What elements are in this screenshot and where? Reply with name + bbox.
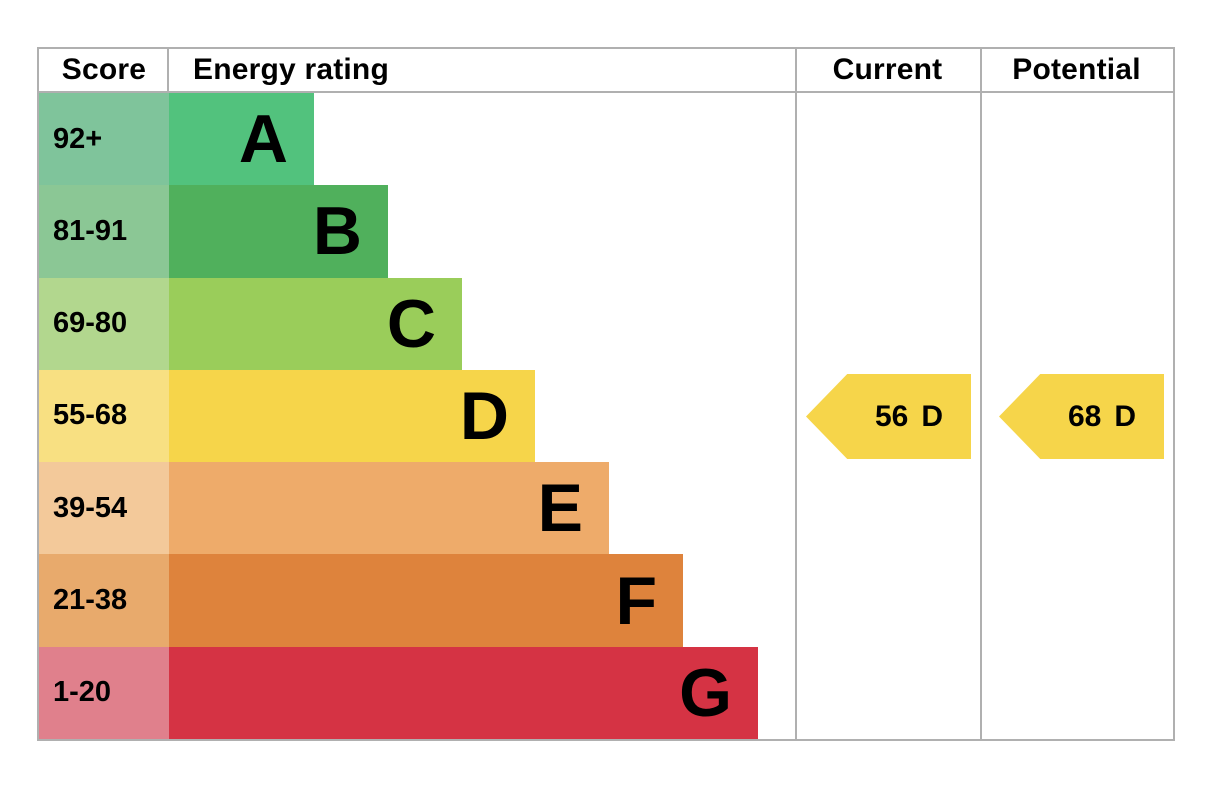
current-rating-column: 56 D: [795, 49, 980, 739]
band-letter-d: D: [459, 377, 509, 454]
band-bar-d: D: [169, 369, 535, 463]
band-row-f: 21-38 F: [39, 554, 795, 647]
current-rating-value: 56: [874, 399, 909, 433]
current-column-header: Current: [832, 53, 943, 86]
band-score-cell: 1-20: [39, 646, 169, 739]
rating-band-rows: 92+ A 81-91 B 69-80 C 55-68 D: [39, 93, 795, 739]
band-row-e: 39-54 E: [39, 462, 795, 555]
band-score-cell: 69-80: [39, 277, 169, 370]
band-bar-b: B: [169, 185, 388, 278]
current-rating-band-letter: D: [921, 399, 944, 433]
potential-column-header: Potential: [1012, 53, 1141, 86]
band-letter-b: B: [312, 193, 362, 270]
band-bar-e: E: [169, 462, 609, 555]
band-bar-c: C: [169, 277, 462, 370]
epc-rating-chart: Score Energy rating Current Potential 92…: [37, 47, 1175, 741]
band-letter-g: G: [679, 654, 732, 731]
score-header-divider-line: [167, 49, 169, 91]
band-score-cell: 55-68: [39, 369, 169, 463]
band-letter-a: A: [238, 101, 288, 178]
band-letter-f: F: [615, 562, 657, 639]
band-bar-g: G: [169, 646, 758, 739]
band-score-cell: 92+: [39, 93, 169, 186]
band-score-cell: 81-91: [39, 185, 169, 278]
band-score-cell: 21-38: [39, 554, 169, 647]
band-letter-e: E: [537, 470, 583, 547]
header-divider-line: [39, 91, 1173, 93]
band-letter-c: C: [386, 285, 436, 362]
band-row-b: 81-91 B: [39, 185, 795, 278]
energy-rating-column-header: Energy rating: [193, 53, 389, 86]
score-column-header: Score: [61, 53, 147, 86]
potential-rating-band-letter: D: [1114, 399, 1137, 433]
band-row-c: 69-80 C: [39, 277, 795, 370]
current-rating-arrow: 56 D: [806, 374, 971, 459]
band-row-d: 55-68 D: [39, 369, 795, 463]
potential-rating-column: 68 D: [980, 49, 1173, 739]
potential-rating-value: 68: [1067, 399, 1102, 433]
potential-rating-arrow: 68 D: [999, 374, 1164, 459]
band-bar-f: F: [169, 554, 683, 647]
band-row-g: 1-20 G: [39, 646, 795, 739]
band-bar-a: A: [169, 93, 314, 186]
band-score-cell: 39-54: [39, 462, 169, 555]
band-row-a: 92+ A: [39, 93, 795, 186]
